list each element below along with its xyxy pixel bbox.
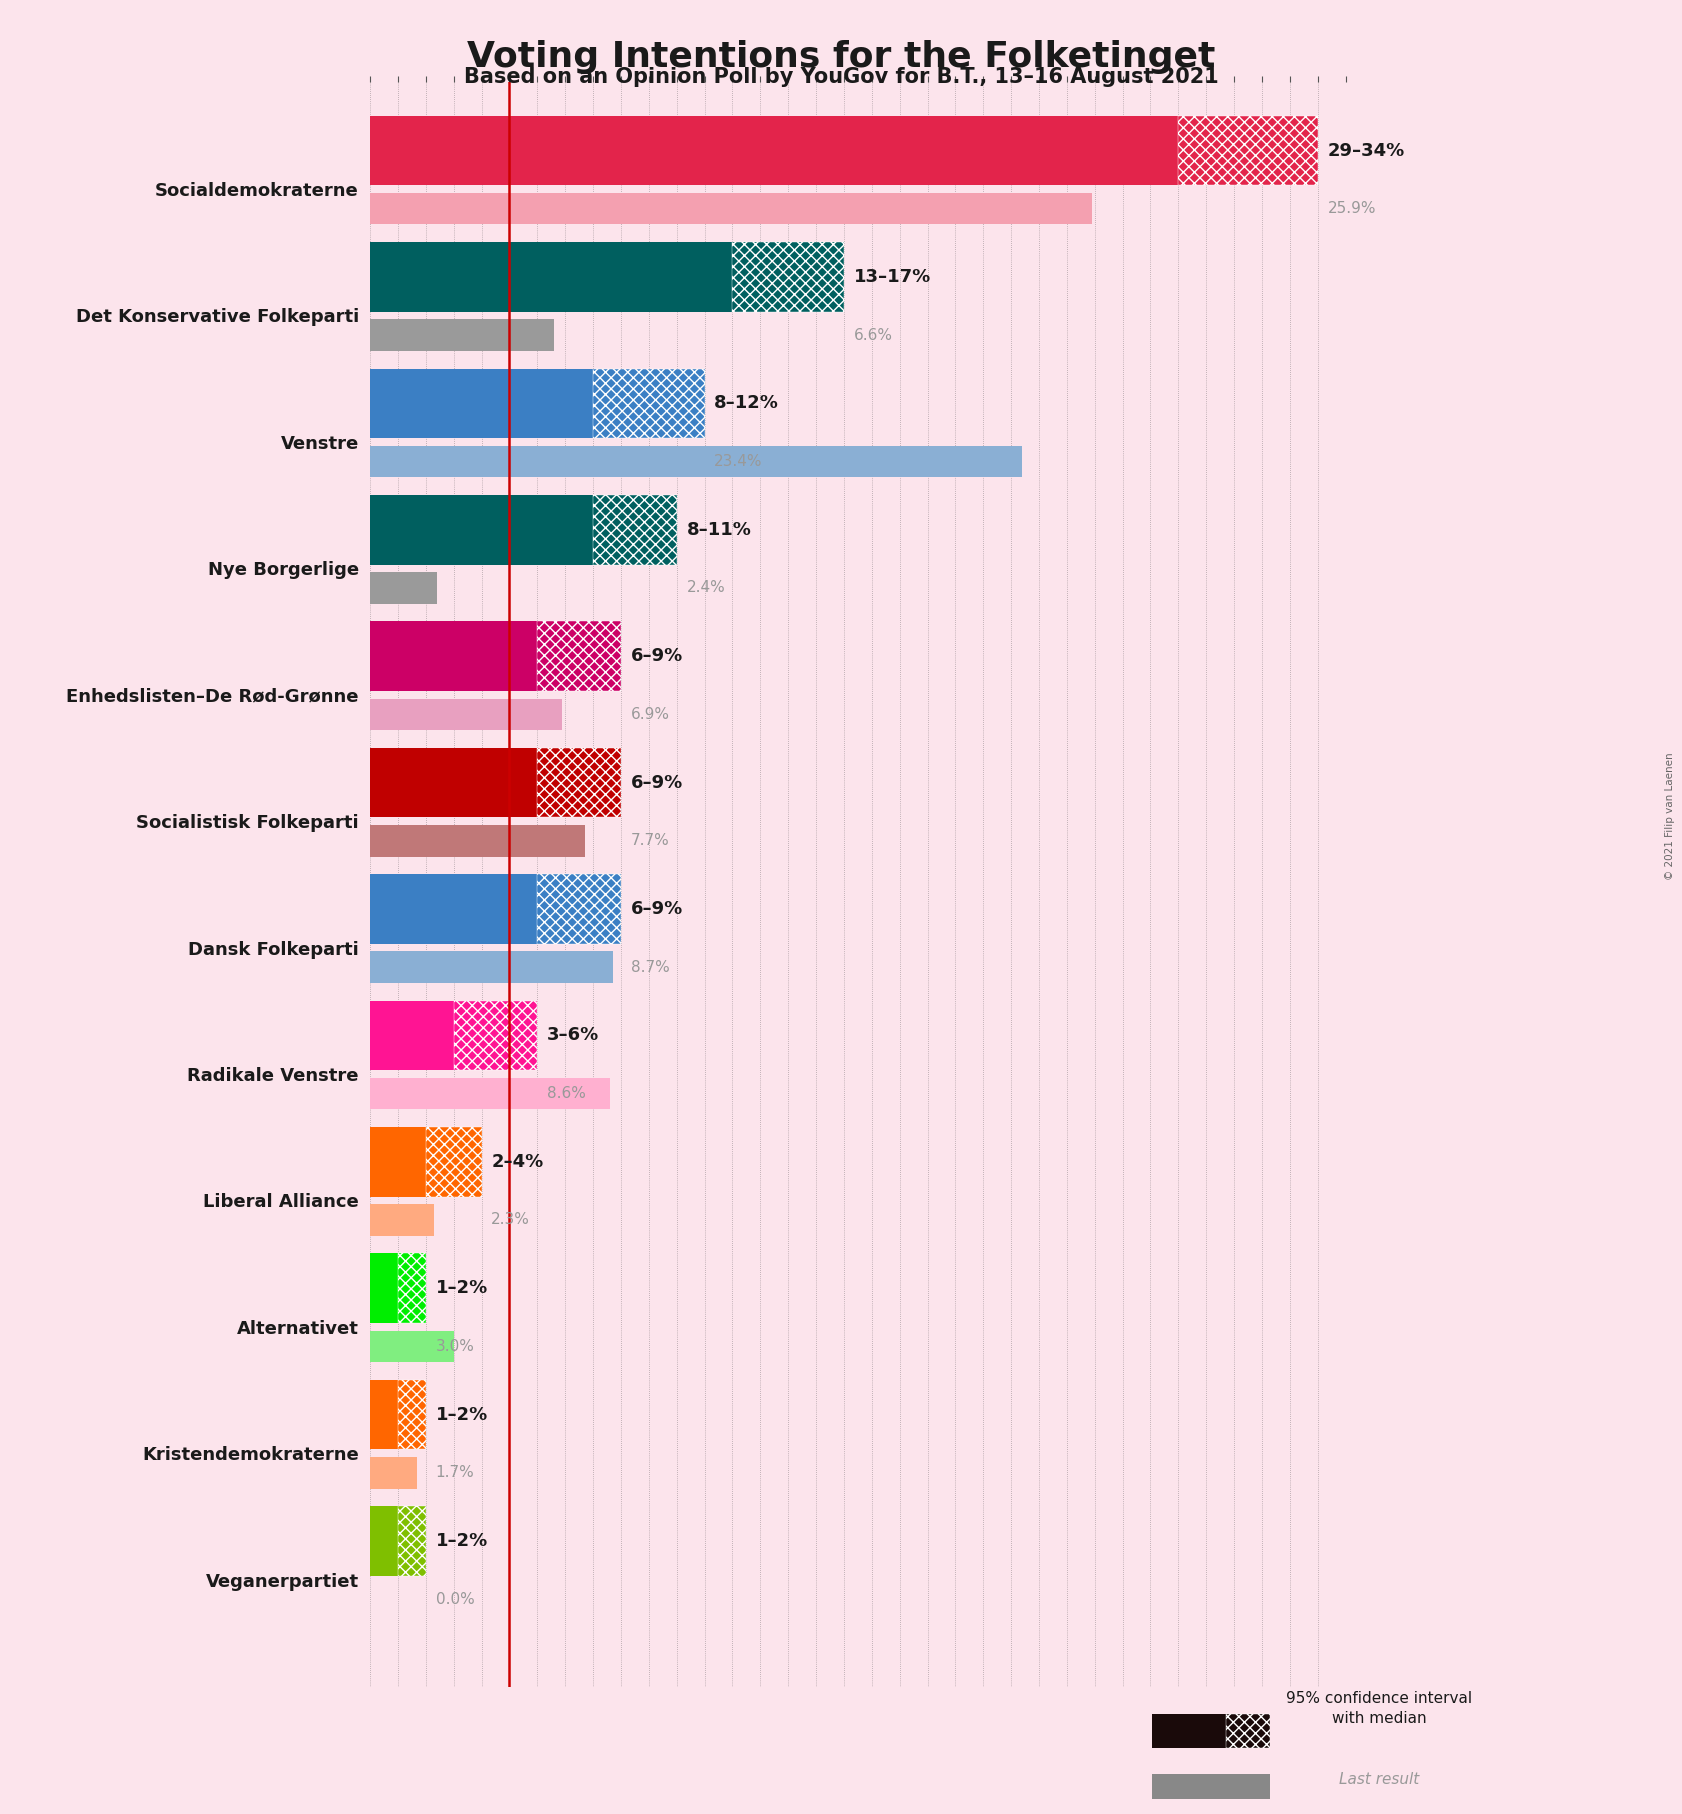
Bar: [370, 1126, 426, 1197]
Bar: [370, 1001, 454, 1070]
Bar: [594, 495, 676, 564]
Text: 29–34%: 29–34%: [1327, 141, 1404, 160]
Bar: [370, 571, 437, 604]
Text: 6–9%: 6–9%: [631, 648, 683, 666]
Bar: [370, 446, 1023, 477]
Bar: [370, 874, 537, 943]
Bar: [370, 243, 732, 312]
Bar: [399, 1380, 426, 1449]
Text: 0.0%: 0.0%: [436, 1591, 474, 1607]
Text: 8.6%: 8.6%: [547, 1087, 585, 1101]
Text: 13–17%: 13–17%: [854, 268, 930, 287]
Bar: [370, 1078, 611, 1110]
Text: 25.9%: 25.9%: [1327, 201, 1376, 216]
Bar: [370, 1506, 399, 1576]
Text: 1.7%: 1.7%: [436, 1466, 474, 1480]
Text: Last result: Last result: [1339, 1772, 1420, 1787]
Text: 7.7%: 7.7%: [631, 833, 669, 849]
Text: Voting Intentions for the Folketinget: Voting Intentions for the Folketinget: [468, 40, 1214, 74]
Bar: [454, 1001, 537, 1070]
Bar: [732, 243, 844, 312]
Text: 6.6%: 6.6%: [854, 328, 893, 343]
Text: 1–2%: 1–2%: [436, 1406, 488, 1424]
Bar: [370, 622, 537, 691]
Bar: [370, 1253, 399, 1322]
Bar: [594, 368, 705, 439]
Text: 3–6%: 3–6%: [547, 1027, 599, 1045]
Bar: [370, 1457, 417, 1489]
Text: 8–12%: 8–12%: [715, 394, 779, 412]
Bar: [426, 1126, 481, 1197]
Text: 8.7%: 8.7%: [631, 960, 669, 974]
Bar: [370, 495, 594, 564]
Bar: [370, 1380, 399, 1449]
Bar: [1179, 116, 1317, 185]
Text: 3.0%: 3.0%: [436, 1339, 474, 1353]
Bar: [1152, 1714, 1226, 1747]
Text: © 2021 Filip van Laenen: © 2021 Filip van Laenen: [1665, 753, 1675, 880]
Bar: [370, 698, 562, 729]
Bar: [370, 116, 1179, 185]
Bar: [370, 951, 612, 983]
Bar: [370, 319, 553, 350]
Text: 1–2%: 1–2%: [436, 1533, 488, 1549]
Bar: [537, 747, 621, 818]
Bar: [370, 747, 537, 818]
Text: Based on an Opinion Poll by YouGov for B.T., 13–16 August 2021: Based on an Opinion Poll by YouGov for B…: [464, 67, 1218, 87]
Text: 6–9%: 6–9%: [631, 900, 683, 918]
Text: 2.4%: 2.4%: [686, 580, 725, 595]
Bar: [399, 1253, 426, 1322]
Bar: [399, 1506, 426, 1576]
Bar: [370, 192, 1092, 225]
Bar: [370, 825, 585, 856]
Bar: [537, 874, 621, 943]
Text: 8–11%: 8–11%: [686, 521, 752, 539]
Text: 95% confidence interval
with median: 95% confidence interval with median: [1287, 1691, 1472, 1727]
Bar: [537, 622, 621, 691]
Text: 1–2%: 1–2%: [436, 1279, 488, 1297]
Bar: [370, 368, 594, 439]
Text: 6.9%: 6.9%: [631, 707, 669, 722]
Text: 2.3%: 2.3%: [491, 1212, 530, 1228]
Bar: [370, 1204, 434, 1235]
Bar: [1226, 1714, 1270, 1747]
Text: 6–9%: 6–9%: [631, 773, 683, 791]
Text: 2–4%: 2–4%: [491, 1152, 543, 1170]
Bar: [1152, 1774, 1270, 1799]
Bar: [370, 1330, 454, 1362]
Text: 23.4%: 23.4%: [715, 454, 762, 470]
